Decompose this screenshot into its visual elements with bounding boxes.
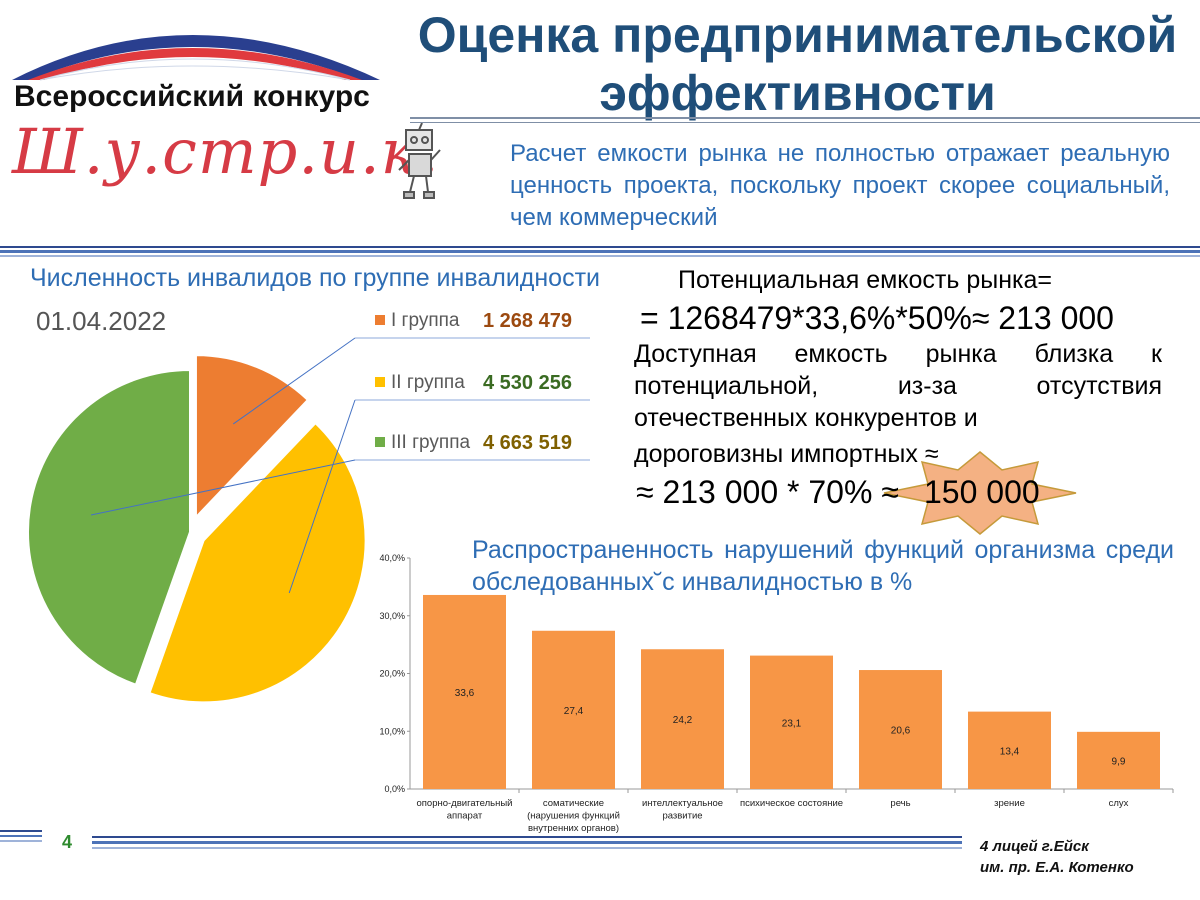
bar-value-label: 23,1	[782, 718, 802, 729]
bar	[968, 711, 1051, 789]
x-category-label: психическое состояние	[740, 798, 843, 809]
footer-rule	[0, 840, 42, 842]
robot-icon	[398, 122, 441, 199]
x-category-label: внутренних органов)	[528, 823, 619, 834]
x-category-label: зрение	[994, 798, 1025, 809]
section-band	[0, 250, 1200, 253]
contest-logo: Ш.у.стр.и.к.	[12, 115, 440, 188]
page-title: Оценка предпринимательской эффективности	[417, 7, 1178, 121]
page-number: 4	[62, 832, 73, 852]
x-category-label: интеллектуальное	[642, 798, 723, 809]
footer-school-line-2: им. пр. Е.А. Котенко	[980, 859, 1134, 876]
x-category-label: соматические	[543, 798, 604, 809]
bar-chart-title: Распространенность нарушений функций орг…	[472, 536, 1174, 596]
bar	[1077, 731, 1160, 789]
x-category-label: слух	[1109, 798, 1129, 809]
intro-text: Расчет емкости рынка не полностью отража…	[510, 140, 1170, 231]
bar	[532, 630, 615, 789]
bar-value-label: 9,9	[1112, 756, 1126, 767]
footer-rule	[0, 835, 42, 837]
leader-line	[90, 459, 356, 516]
footer-rule	[92, 847, 962, 849]
x-category-label: (нарушения функций	[527, 811, 620, 822]
y-tick-label: 40,0%	[379, 553, 405, 563]
x-category-label: опорно-двигательный	[416, 798, 512, 809]
section-band	[0, 246, 1200, 248]
legend-swatch	[375, 437, 385, 447]
market-accessible-text-end: дороговизны импортных ≈	[634, 440, 939, 468]
title-divider	[410, 117, 1200, 119]
market-result-formula: ≈ 213 000 * 70% ≈	[636, 474, 899, 510]
section-band	[0, 255, 1200, 257]
leader-line	[232, 337, 356, 425]
bar-value-label: 13,4	[1000, 746, 1020, 757]
logo-arc	[12, 35, 380, 81]
market-accessible-text: Доступная емкость рынка близка к потенци…	[634, 340, 1162, 432]
market-potential-label: Потенциальная емкость рынка=	[678, 266, 1052, 294]
bar-value-label: 33,6	[455, 688, 475, 699]
footer-rule	[0, 830, 42, 832]
bar-chart: 0,0% 10,0% 20,0% 30,0% 40,0% 33,6 опорно-двига…	[379, 553, 1174, 834]
bar	[859, 670, 942, 789]
starburst-highlight	[883, 451, 1077, 535]
pie-chart-title: Численность инвалидов по группе инвалидн…	[30, 264, 600, 292]
x-category-label: развитие	[662, 811, 702, 822]
legend-label: I группа	[391, 310, 460, 331]
footer-school-line-1: 4 лицей г.Ейск	[980, 838, 1089, 855]
slice-value-label: 4 530 256	[483, 372, 572, 394]
legend-label: II группа	[391, 372, 465, 393]
title-divider-thin	[410, 122, 1200, 123]
bar-value-label: 20,6	[891, 726, 911, 737]
y-tick-label: 0,0%	[384, 784, 405, 794]
footer-school: 4 лицей г.Ейск им. пр. Е.А. Котенко	[980, 836, 1134, 878]
y-tick-label: 20,0%	[379, 669, 405, 679]
pie-slice	[27, 368, 191, 686]
bar	[750, 655, 833, 789]
pie-slice	[194, 354, 310, 520]
legend-swatch	[375, 377, 385, 387]
footer-rule	[92, 836, 962, 838]
market-result-value: 150 000	[924, 474, 1040, 510]
market-formula: = 1268479*33,6%*50%≈ 213 000	[640, 300, 1114, 336]
bar-value-label: 24,2	[673, 715, 693, 726]
x-category-label: аппарат	[447, 811, 483, 822]
pie-slice	[148, 421, 367, 704]
bar-value-label: 27,4	[564, 706, 584, 717]
pie-chart: I группа 1 268 479 II группа 4 530 256 III г…	[27, 310, 590, 704]
footer-rule	[92, 841, 962, 844]
bar	[641, 649, 724, 789]
x-category-label: речь	[890, 798, 910, 809]
slice-value-label: 4 663 519	[483, 432, 572, 454]
slice-value-label: 1 268 479	[483, 310, 572, 332]
legend-label: III группа	[391, 432, 470, 453]
leader-line	[288, 399, 356, 594]
legend-swatch	[375, 315, 385, 325]
bar	[423, 594, 506, 789]
y-tick-label: 10,0%	[379, 726, 405, 736]
pie-chart-date: 01.04.2022	[36, 306, 167, 336]
y-tick-label: 30,0%	[379, 611, 405, 621]
contest-name: Всероссийский конкурс	[14, 80, 370, 113]
